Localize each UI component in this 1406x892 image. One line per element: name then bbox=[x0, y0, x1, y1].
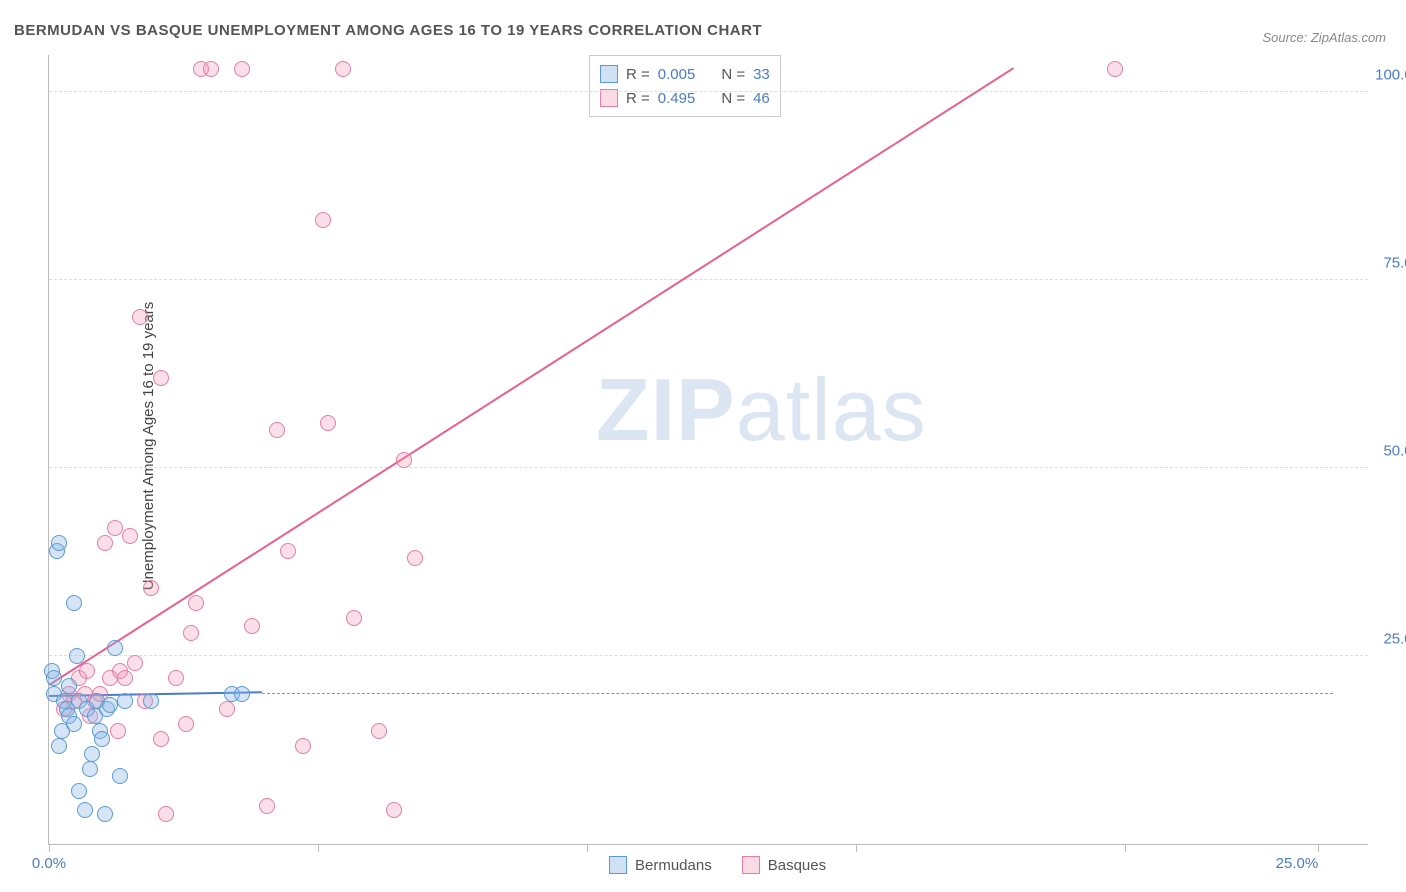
data-point bbox=[61, 678, 77, 694]
data-point bbox=[315, 212, 331, 228]
data-point bbox=[371, 723, 387, 739]
x-tick bbox=[587, 844, 588, 852]
x-tick-label: 25.0% bbox=[1276, 855, 1319, 872]
series-legend: Bermudans Basques bbox=[609, 856, 826, 874]
data-point bbox=[84, 746, 100, 762]
data-point bbox=[69, 648, 85, 664]
data-point bbox=[102, 697, 118, 713]
gridline bbox=[49, 279, 1368, 280]
y-tick-label: 25.0% bbox=[1383, 630, 1406, 647]
data-point bbox=[153, 731, 169, 747]
data-point bbox=[66, 595, 82, 611]
data-point bbox=[127, 655, 143, 671]
y-tick-label: 50.0% bbox=[1383, 442, 1406, 459]
gridline bbox=[49, 467, 1368, 468]
data-point bbox=[219, 701, 235, 717]
n-label: N = bbox=[721, 90, 745, 107]
data-point bbox=[153, 370, 169, 386]
data-point bbox=[143, 693, 159, 709]
x-tick bbox=[318, 844, 319, 852]
data-point bbox=[132, 309, 148, 325]
data-point bbox=[178, 716, 194, 732]
data-point bbox=[386, 802, 402, 818]
data-point bbox=[71, 783, 87, 799]
data-point bbox=[158, 806, 174, 822]
data-point bbox=[82, 761, 98, 777]
data-point bbox=[46, 670, 62, 686]
x-tick bbox=[1318, 844, 1319, 852]
data-point bbox=[407, 550, 423, 566]
series-label: Bermudans bbox=[635, 857, 712, 874]
data-point bbox=[97, 806, 113, 822]
data-point bbox=[77, 802, 93, 818]
data-point bbox=[143, 580, 159, 596]
data-point bbox=[259, 798, 275, 814]
watermark-zip: ZIP bbox=[596, 360, 736, 459]
data-point bbox=[203, 61, 219, 77]
data-point bbox=[51, 738, 67, 754]
data-point bbox=[346, 610, 362, 626]
y-tick-label: 100.0% bbox=[1375, 66, 1406, 83]
trend-line bbox=[262, 693, 1333, 694]
x-tick bbox=[49, 844, 50, 852]
data-point bbox=[66, 716, 82, 732]
r-value: 0.495 bbox=[658, 90, 696, 107]
gridline bbox=[49, 655, 1368, 656]
chart-title: BERMUDAN VS BASQUE UNEMPLOYMENT AMONG AG… bbox=[14, 22, 762, 39]
r-value: 0.005 bbox=[658, 66, 696, 83]
data-point bbox=[295, 738, 311, 754]
data-point bbox=[320, 415, 336, 431]
data-point bbox=[112, 768, 128, 784]
data-point bbox=[122, 528, 138, 544]
stats-legend: R = 0.005 N = 33 R = 0.495 N = 46 bbox=[589, 55, 781, 117]
data-point bbox=[335, 61, 351, 77]
data-point bbox=[396, 452, 412, 468]
data-point bbox=[234, 61, 250, 77]
legend-swatch-icon bbox=[600, 89, 618, 107]
watermark-atlas: atlas bbox=[736, 360, 927, 459]
stats-legend-row: R = 0.495 N = 46 bbox=[600, 86, 770, 110]
data-point bbox=[97, 535, 113, 551]
data-point bbox=[117, 670, 133, 686]
data-point bbox=[94, 731, 110, 747]
data-point bbox=[188, 595, 204, 611]
data-point bbox=[234, 686, 250, 702]
x-tick bbox=[856, 844, 857, 852]
n-value: 46 bbox=[753, 90, 770, 107]
data-point bbox=[107, 520, 123, 536]
data-point bbox=[168, 670, 184, 686]
data-point bbox=[244, 618, 260, 634]
plot-area: ZIPatlas R = 0.005N = 33R = 0.495N = 46 … bbox=[48, 55, 1368, 845]
r-label: R = bbox=[626, 66, 650, 83]
r-label: R = bbox=[626, 90, 650, 107]
data-point bbox=[280, 543, 296, 559]
watermark: ZIPatlas bbox=[596, 359, 927, 461]
n-label: N = bbox=[721, 66, 745, 83]
series-legend-item: Bermudans bbox=[609, 856, 712, 874]
data-point bbox=[107, 640, 123, 656]
x-tick bbox=[1125, 844, 1126, 852]
legend-swatch-icon bbox=[609, 856, 627, 874]
n-value: 33 bbox=[753, 66, 770, 83]
gridline bbox=[49, 91, 1368, 92]
y-tick-label: 75.0% bbox=[1383, 254, 1406, 271]
source-label: Source: ZipAtlas.com bbox=[1262, 30, 1386, 45]
data-point bbox=[1107, 61, 1123, 77]
x-tick-label: 0.0% bbox=[32, 855, 66, 872]
data-point bbox=[269, 422, 285, 438]
data-point bbox=[110, 723, 126, 739]
legend-swatch-icon bbox=[600, 65, 618, 83]
data-point bbox=[183, 625, 199, 641]
stats-legend-row: R = 0.005 N = 33 bbox=[600, 62, 770, 86]
data-point bbox=[79, 663, 95, 679]
data-point bbox=[51, 535, 67, 551]
data-point bbox=[117, 693, 133, 709]
trend-line bbox=[48, 67, 1014, 686]
series-label: Basques bbox=[768, 857, 826, 874]
series-legend-item: Basques bbox=[742, 856, 826, 874]
legend-swatch-icon bbox=[742, 856, 760, 874]
